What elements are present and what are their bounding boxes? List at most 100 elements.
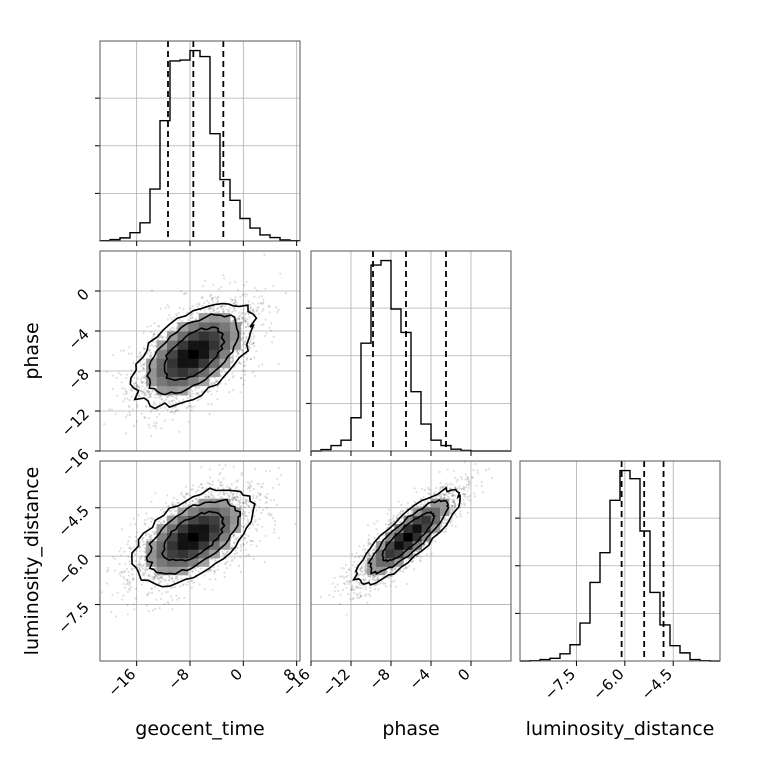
density-block	[177, 367, 189, 377]
density-block	[167, 367, 178, 377]
density-block	[198, 532, 210, 542]
density-block	[198, 524, 210, 533]
density-block	[403, 515, 413, 525]
y-axis-label-phase: phase	[21, 322, 43, 379]
density-block	[156, 541, 168, 550]
scatter-panel-luminosity_distance-vs-phase	[310, 460, 512, 662]
density-block	[394, 549, 404, 559]
density-block	[412, 541, 422, 550]
density-block	[156, 558, 168, 567]
panel-frame	[310, 460, 512, 662]
density-block	[177, 349, 189, 359]
x-tick-label: −7.5	[541, 665, 579, 703]
density-block	[394, 524, 404, 533]
scatter-panel-luminosity_distance-vs-geocent_time	[99, 460, 301, 662]
density-block	[167, 541, 178, 550]
density-block	[430, 507, 441, 516]
density-block	[156, 358, 168, 368]
histogram-phase	[311, 259, 511, 452]
contour-line	[352, 486, 461, 586]
x-tick-label: −16	[104, 665, 139, 700]
scatter-panel-phase-vs-geocent_time	[99, 250, 301, 452]
y-tick-label: −6.0	[54, 550, 92, 588]
density-block	[412, 532, 422, 542]
density-block	[412, 515, 422, 525]
hist-panel-geocent_time	[95, 40, 301, 242]
density-block	[177, 566, 189, 576]
density-block	[177, 331, 189, 341]
y-tick-label: −4.5	[54, 502, 92, 540]
density-block	[188, 367, 199, 377]
density-block	[188, 532, 199, 542]
contour-line	[145, 498, 242, 575]
density-block	[188, 340, 199, 350]
density-block	[146, 541, 157, 550]
density-block	[146, 358, 157, 368]
y-axis-label-luminosity_distance: luminosity_distance	[21, 467, 43, 656]
density-block	[167, 349, 178, 359]
density-block	[209, 313, 220, 323]
density-block	[219, 349, 231, 359]
y-tick-label: 0	[73, 285, 92, 304]
contour-line	[381, 511, 436, 563]
y-tick-label: −4	[64, 325, 92, 353]
density-block	[198, 340, 210, 350]
density-block	[209, 340, 220, 350]
density-block	[146, 367, 157, 377]
density-block	[430, 498, 441, 508]
density-block	[198, 515, 210, 525]
density-block	[188, 376, 199, 387]
density-block	[198, 331, 210, 341]
density-block	[188, 549, 199, 559]
density-block	[188, 331, 199, 341]
x-tick-label: 0	[454, 665, 473, 684]
density-block	[385, 541, 395, 550]
density-block	[177, 376, 189, 387]
density-block	[230, 515, 241, 525]
density-block	[209, 541, 220, 550]
contour-line	[163, 326, 226, 382]
density-block	[177, 524, 189, 533]
density-block	[421, 515, 431, 525]
density-block	[219, 498, 231, 508]
x-tick-label: −4.5	[638, 665, 676, 703]
density-block	[188, 358, 199, 368]
density-block	[188, 349, 199, 359]
density-block	[156, 532, 168, 542]
density-block	[376, 549, 386, 559]
density-block	[421, 524, 431, 533]
density-block	[156, 367, 168, 377]
density-block	[385, 549, 395, 559]
density-block	[177, 532, 189, 542]
density-block	[177, 358, 189, 368]
density-block	[167, 331, 178, 341]
contour-line	[131, 487, 256, 588]
density-block	[219, 515, 231, 525]
density-block	[167, 524, 178, 533]
density-block	[439, 498, 450, 508]
density-block	[156, 566, 168, 576]
panel-frame	[99, 250, 301, 452]
density-block	[209, 515, 220, 525]
density-block	[188, 558, 199, 567]
x-tick-label: −4	[405, 665, 433, 693]
density-block	[421, 532, 431, 542]
density-block	[198, 349, 210, 359]
x-tick-label: −8	[365, 665, 393, 693]
x-tick-label: −6.0	[589, 665, 627, 703]
density-block	[198, 541, 210, 550]
density-block	[209, 331, 220, 341]
density-block	[177, 541, 189, 550]
y-tick-label: −7.5	[54, 599, 92, 637]
density-block	[403, 549, 413, 559]
density-block	[209, 358, 220, 368]
density-block	[177, 515, 189, 525]
density-block	[146, 549, 157, 559]
density-block	[219, 507, 231, 516]
panel-frame	[99, 460, 301, 662]
hist-panel-phase	[306, 250, 512, 452]
density-block	[167, 549, 178, 559]
y-tick-label: −12	[58, 405, 93, 440]
x-tick-label: −12	[319, 665, 354, 700]
